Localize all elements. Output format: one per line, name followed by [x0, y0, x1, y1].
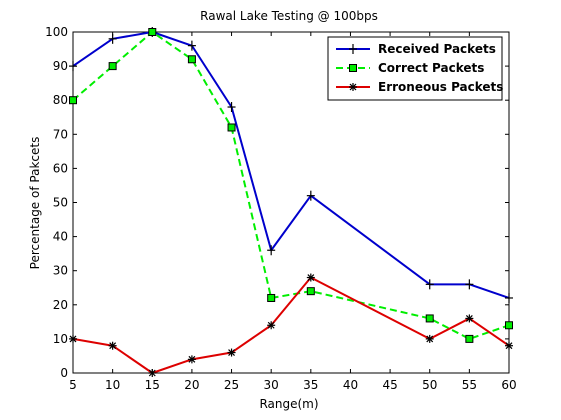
x-axis-title: Range(m): [259, 397, 318, 411]
data-point-received-packets: [108, 33, 117, 44]
data-point-erroneous-packets: [306, 273, 315, 282]
x-tick-label: 40: [343, 378, 358, 392]
y-tick-label: 70: [53, 127, 68, 141]
x-tick-label: 5: [69, 378, 77, 392]
data-point-received-packets: [425, 279, 434, 290]
legend: Received Packets Correct Packets Erroneous…: [327, 36, 503, 101]
data-point-erroneous-packets: [187, 355, 196, 364]
legend-label-correct-packets: Correct Packets: [378, 61, 484, 75]
x-tick-label: 25: [224, 378, 239, 392]
data-point-erroneous-packets: [108, 341, 117, 350]
x-tick-label: 30: [264, 378, 279, 392]
legend-marker-received-packets: [349, 44, 357, 54]
data-point-erroneous-packets: [227, 348, 236, 357]
y-tick-label: 30: [53, 264, 68, 278]
legend-marker-correct-packets: [349, 64, 357, 72]
x-tick-label: 35: [303, 378, 318, 392]
data-point-erroneous-packets: [69, 334, 77, 343]
data-point-correct-packets: [227, 123, 236, 132]
data-point-correct-packets: [465, 334, 474, 343]
data-point-erroneous-packets: [505, 341, 513, 350]
y-tick-label: 50: [53, 196, 68, 210]
x-tick-label: 45: [382, 378, 397, 392]
data-point-received-packets: [267, 245, 276, 256]
legend-label-erroneous-packets: Erroneous Packets: [378, 80, 503, 94]
x-tick-label: 50: [422, 378, 437, 392]
data-point-erroneous-packets: [425, 334, 434, 343]
data-point-received-packets: [69, 61, 77, 72]
data-point-received-packets: [306, 190, 315, 201]
y-tick-label: 0: [60, 366, 68, 380]
data-point-erroneous-packets: [465, 314, 474, 323]
y-tick-label: 80: [53, 93, 68, 107]
y-tick-label: 60: [53, 161, 68, 175]
y-tick-label: 40: [53, 230, 68, 244]
data-point-correct-packets: [425, 314, 434, 323]
y-tick-label: 100: [45, 25, 68, 39]
data-point-correct-packets: [187, 55, 196, 64]
series-line-received-packets: [72, 31, 510, 299]
y-tick-label: 90: [53, 59, 68, 73]
y-tick-label: 20: [53, 298, 68, 312]
data-point-correct-packets: [148, 28, 157, 36]
series-line-correct-packets: [72, 31, 510, 340]
data-point-correct-packets: [108, 62, 117, 71]
x-tick-label: 15: [145, 378, 160, 392]
data-point-erroneous-packets: [267, 321, 276, 330]
data-point-correct-packets: [505, 321, 513, 330]
data-point-received-packets: [505, 292, 513, 303]
series-line-erroneous-packets: [72, 276, 510, 374]
data-point-received-packets: [187, 40, 196, 51]
data-point-erroneous-packets: [148, 369, 157, 377]
data-point-correct-packets: [69, 96, 77, 105]
x-tick-label: 20: [184, 378, 199, 392]
legend-label-received-packets: Received Packets: [378, 42, 496, 56]
data-point-correct-packets: [306, 287, 315, 296]
chart-title: Rawal Lake Testing @ 100bps: [200, 9, 378, 23]
data-point-received-packets: [465, 279, 474, 290]
x-tick-label: 55: [462, 378, 477, 392]
y-axis-title: Percentage of Pakcets: [28, 137, 42, 270]
x-tick-label: 60: [501, 378, 516, 392]
x-tick-label: 10: [105, 378, 120, 392]
y-tick-label: 10: [53, 332, 68, 346]
data-point-received-packets: [227, 102, 236, 113]
legend-marker-erroneous-packets: [349, 83, 357, 91]
data-point-correct-packets: [267, 293, 276, 302]
